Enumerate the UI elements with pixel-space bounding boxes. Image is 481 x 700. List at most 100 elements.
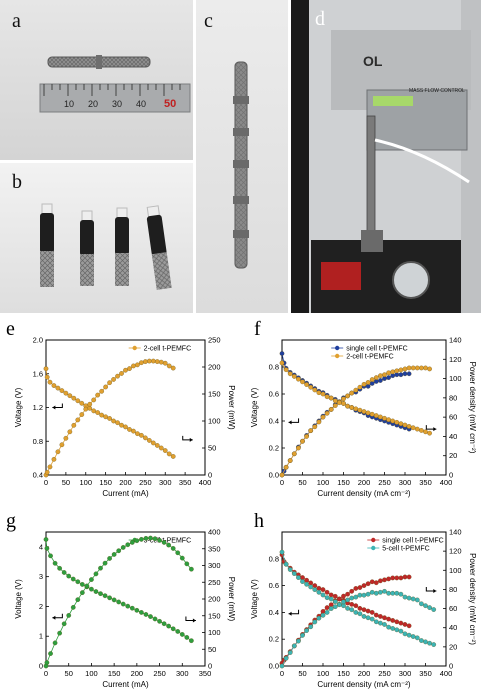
y-tick-label: 0.0 <box>269 471 279 480</box>
data-point <box>179 555 185 561</box>
data-point <box>166 623 172 629</box>
y2-tick-label: 50 <box>208 645 216 654</box>
data-point <box>373 612 379 618</box>
y2-axis-label: Power density (mW cm⁻²) <box>468 553 477 645</box>
data-point <box>139 432 144 438</box>
data-point <box>107 595 112 601</box>
data-point <box>166 451 172 457</box>
x-tick-label: 0 <box>44 669 48 678</box>
data-point <box>402 631 408 637</box>
data-point <box>328 606 334 611</box>
y-tick-label: 0.2 <box>269 444 279 453</box>
y2-tick-label: 300 <box>208 561 221 570</box>
y-tick-label: 0.6 <box>269 581 279 590</box>
data-point <box>349 588 355 594</box>
data-point <box>300 438 305 444</box>
data-point <box>51 456 57 462</box>
data-point <box>279 351 285 356</box>
data-point <box>75 417 81 423</box>
data-point <box>337 400 342 406</box>
data-point <box>406 371 412 377</box>
data-point <box>378 378 383 383</box>
data-point <box>157 538 162 543</box>
panel-label-f: f <box>254 318 261 340</box>
data-point <box>410 596 416 602</box>
x-tick-label: 300 <box>399 478 412 487</box>
data-point <box>312 387 318 393</box>
data-point <box>296 445 301 451</box>
data-point <box>427 605 432 610</box>
data-point <box>107 556 112 561</box>
y2-tick-label: 350 <box>208 544 221 553</box>
x-tick-label: 400 <box>199 478 212 487</box>
data-point <box>357 592 363 598</box>
data-point <box>161 621 167 627</box>
data-point <box>154 443 160 448</box>
data-point <box>59 442 65 448</box>
legend-marker <box>335 345 340 351</box>
data-point <box>52 640 58 646</box>
data-point <box>349 595 355 601</box>
x-tick-label: 350 <box>199 669 212 678</box>
x-tick-label: 0 <box>280 669 284 678</box>
data-point <box>43 537 49 542</box>
left-axis-arrow-icon <box>52 613 63 619</box>
data-point <box>75 579 81 585</box>
y2-tick-label: 200 <box>208 595 221 604</box>
photo-b: b <box>0 163 193 313</box>
x-tick-label: 300 <box>176 669 189 678</box>
arrowhead-icon <box>288 420 292 425</box>
x-axis-label: Current density (mA cm⁻²) <box>317 489 410 498</box>
data-point <box>296 638 301 644</box>
data-point <box>390 590 396 596</box>
data-point <box>291 643 297 649</box>
data-point <box>357 611 363 617</box>
y-tick-label: 0.8 <box>269 363 279 372</box>
panel-label-g: g <box>6 510 16 532</box>
data-point <box>107 380 112 386</box>
x-tick-label: 350 <box>179 478 192 487</box>
y2-tick-label: 120 <box>449 547 462 556</box>
x-tick-label: 250 <box>139 478 152 487</box>
data-point <box>148 614 153 619</box>
data-point <box>345 393 350 399</box>
data-point <box>291 451 297 457</box>
data-point <box>123 367 128 373</box>
data-point <box>324 610 330 615</box>
data-point <box>120 601 126 607</box>
data-point <box>161 540 167 545</box>
y-tick-label: 0.4 <box>269 417 279 426</box>
data-point <box>308 428 314 433</box>
data-point <box>345 591 350 597</box>
data-point <box>189 638 194 644</box>
y-axis-label: Voltage (V) <box>250 579 259 619</box>
data-point <box>83 406 89 412</box>
data-point <box>170 454 176 459</box>
y-axis-label: Voltage (V) <box>14 387 23 427</box>
data-point <box>67 429 73 435</box>
data-point <box>129 605 135 611</box>
data-point <box>143 536 149 541</box>
data-point <box>75 398 81 404</box>
data-point <box>341 599 346 605</box>
data-point <box>328 596 334 602</box>
data-point <box>175 629 181 634</box>
data-point <box>102 560 108 566</box>
data-point <box>135 431 140 437</box>
y2-tick-label: 60 <box>449 604 457 613</box>
ruler-number: 20 <box>88 99 98 109</box>
data-point <box>170 546 176 551</box>
y2-tick-label: 100 <box>208 628 221 637</box>
data-point <box>287 458 293 463</box>
data-point <box>324 589 330 595</box>
x-tick-label: 400 <box>440 669 453 678</box>
data-point <box>71 422 77 428</box>
data-point <box>337 602 342 608</box>
arrowhead-icon <box>192 618 196 623</box>
legend-entry: 5-cell t-PEMFC <box>144 538 191 545</box>
data-point <box>316 585 322 591</box>
data-point <box>283 367 289 373</box>
legend-entry: single cell t-PEMFC <box>346 346 407 353</box>
